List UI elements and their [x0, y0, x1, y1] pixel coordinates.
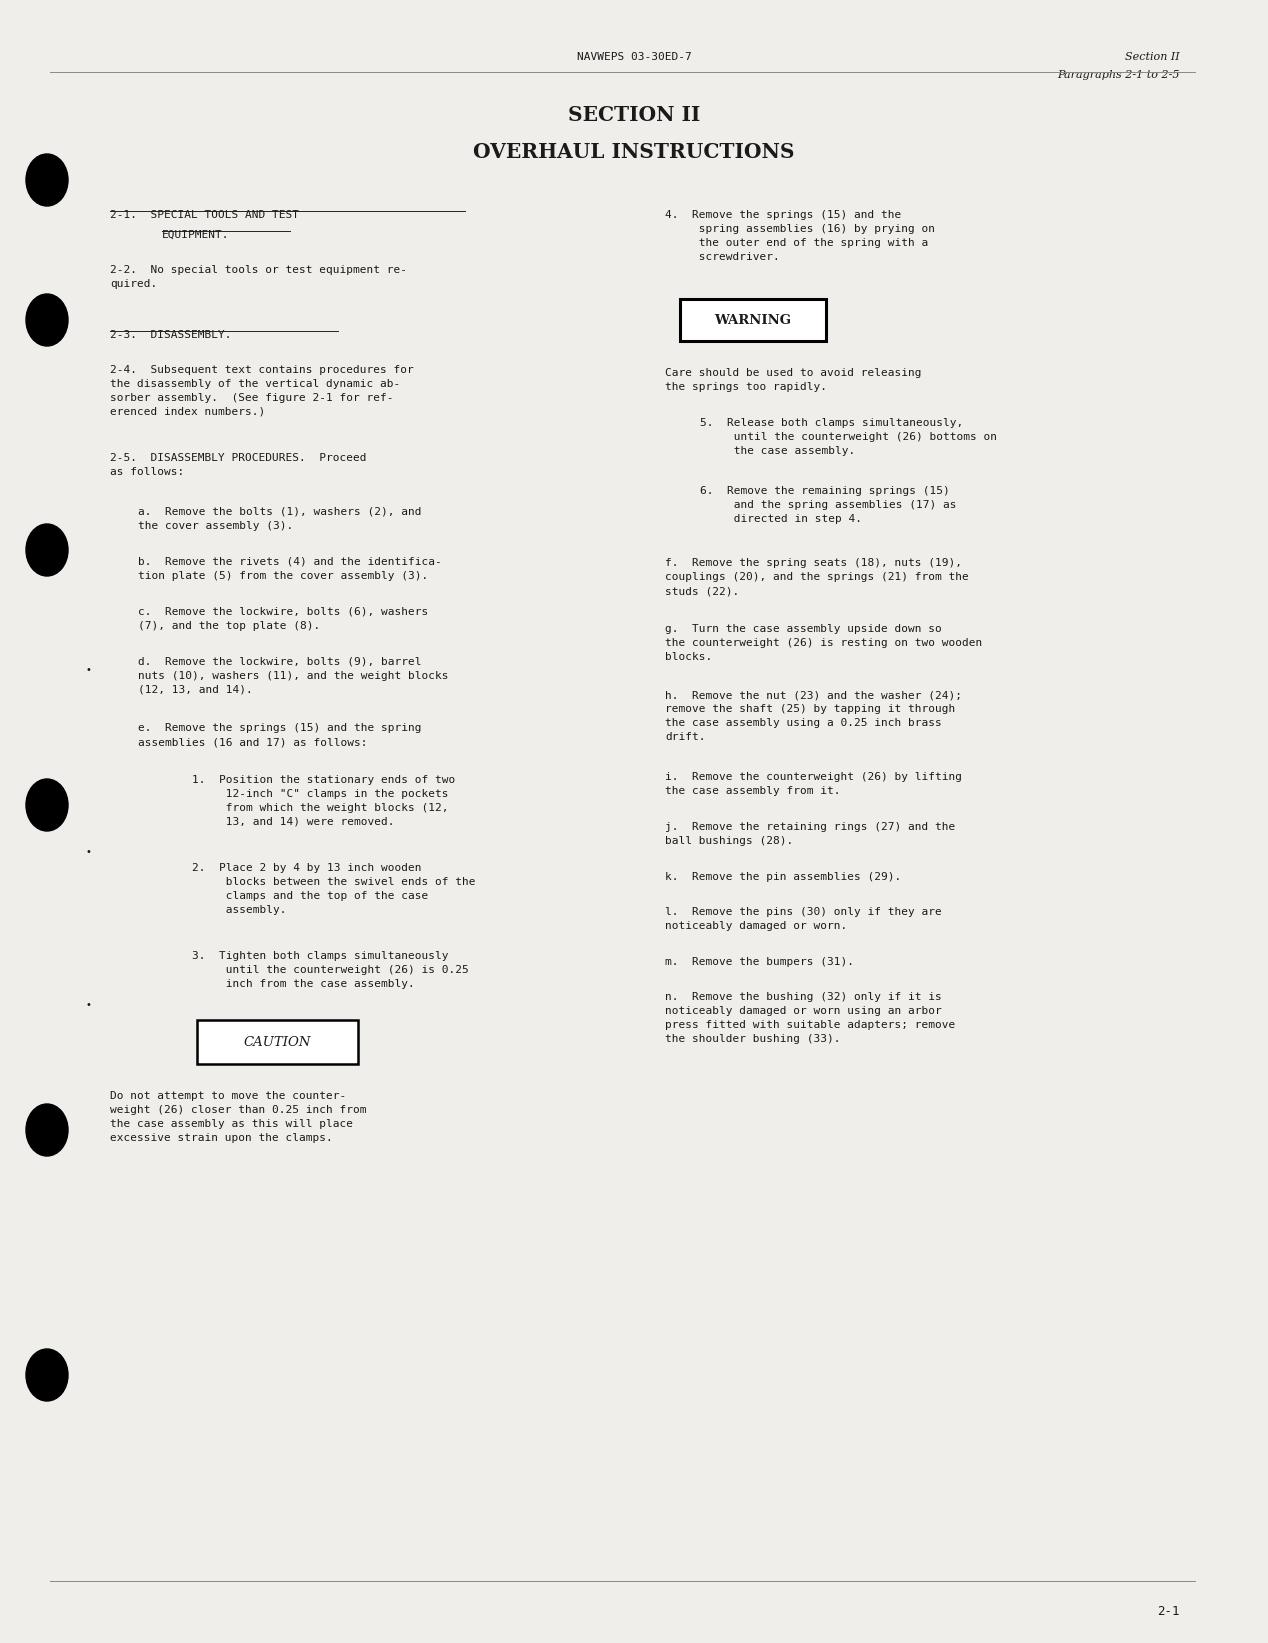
Text: 2-4.  Subsequent text contains procedures for
the disassembly of the vertical dy: 2-4. Subsequent text contains procedures… [110, 365, 413, 417]
Text: 2-1.  SPECIAL TOOLS AND TEST: 2-1. SPECIAL TOOLS AND TEST [110, 210, 299, 220]
Text: 2.  Place 2 by 4 by 13 inch wooden
     blocks between the swivel ends of the
  : 2. Place 2 by 4 by 13 inch wooden blocks… [191, 863, 476, 915]
Text: h.  Remove the nut (23) and the washer (24);
remove the shaft (25) by tapping it: h. Remove the nut (23) and the washer (2… [664, 690, 962, 743]
Text: b.  Remove the rivets (4) and the identifica-
tion plate (5) from the cover asse: b. Remove the rivets (4) and the identif… [138, 557, 441, 582]
Text: c.  Remove the lockwire, bolts (6), washers
(7), and the top plate (8).: c. Remove the lockwire, bolts (6), washe… [138, 606, 429, 631]
Text: CAUTION: CAUTION [243, 1035, 311, 1048]
Text: a.  Remove the bolts (1), washers (2), and
the cover assembly (3).: a. Remove the bolts (1), washers (2), an… [138, 508, 421, 531]
Text: 4.  Remove the springs (15) and the
     spring assemblies (16) by prying on
   : 4. Remove the springs (15) and the sprin… [664, 210, 935, 261]
Text: Section II: Section II [1126, 53, 1181, 62]
Ellipse shape [27, 294, 68, 347]
Text: Paragraphs 2-1 to 2-5: Paragraphs 2-1 to 2-5 [1058, 71, 1181, 81]
Text: 1.  Position the stationary ends of two
     12-inch "C" clamps in the pockets
 : 1. Position the stationary ends of two 1… [191, 775, 455, 826]
Text: 2-1: 2-1 [1158, 1605, 1181, 1618]
Text: •: • [85, 665, 91, 675]
Text: 5.  Release both clamps simultaneously,
     until the counterweight (26) bottom: 5. Release both clamps simultaneously, u… [700, 417, 997, 457]
Text: n.  Remove the bushing (32) only if it is
noticeably damaged or worn using an ar: n. Remove the bushing (32) only if it is… [664, 992, 955, 1043]
Text: WARNING: WARNING [714, 314, 791, 327]
Ellipse shape [27, 1349, 68, 1401]
Ellipse shape [27, 1104, 68, 1157]
Text: 6.  Remove the remaining springs (15)
     and the spring assemblies (17) as
   : 6. Remove the remaining springs (15) and… [700, 486, 956, 524]
Ellipse shape [27, 154, 68, 205]
FancyBboxPatch shape [197, 1020, 358, 1065]
Text: SECTION II: SECTION II [568, 105, 700, 125]
Text: k.  Remove the pin assemblies (29).: k. Remove the pin assemblies (29). [664, 872, 902, 882]
Text: 3.  Tighten both clamps simultaneously
     until the counterweight (26) is 0.25: 3. Tighten both clamps simultaneously un… [191, 951, 469, 989]
Text: j.  Remove the retaining rings (27) and the
ball bushings (28).: j. Remove the retaining rings (27) and t… [664, 822, 955, 846]
FancyBboxPatch shape [680, 299, 825, 342]
Text: 2-5.  DISASSEMBLY PROCEDURES.  Proceed
as follows:: 2-5. DISASSEMBLY PROCEDURES. Proceed as … [110, 453, 366, 476]
Text: m.  Remove the bumpers (31).: m. Remove the bumpers (31). [664, 956, 855, 968]
Text: NAVWEPS 03-30ED-7: NAVWEPS 03-30ED-7 [577, 53, 691, 62]
Text: •: • [85, 848, 91, 858]
Text: EQUIPMENT.: EQUIPMENT. [162, 230, 230, 240]
Text: l.  Remove the pins (30) only if they are
noticeably damaged or worn.: l. Remove the pins (30) only if they are… [664, 907, 942, 932]
Text: f.  Remove the spring seats (18), nuts (19),
couplings (20), and the springs (21: f. Remove the spring seats (18), nuts (1… [664, 559, 969, 596]
Ellipse shape [27, 524, 68, 577]
Text: i.  Remove the counterweight (26) by lifting
the case assembly from it.: i. Remove the counterweight (26) by lift… [664, 772, 962, 795]
Text: OVERHAUL INSTRUCTIONS: OVERHAUL INSTRUCTIONS [473, 141, 795, 163]
Text: 2-2.  No special tools or test equipment re-
quired.: 2-2. No special tools or test equipment … [110, 265, 407, 289]
Text: e.  Remove the springs (15) and the spring
assemblies (16 and 17) as follows:: e. Remove the springs (15) and the sprin… [138, 723, 421, 748]
Ellipse shape [27, 779, 68, 831]
Text: Care should be used to avoid releasing
the springs too rapidly.: Care should be used to avoid releasing t… [664, 368, 922, 393]
Text: •: • [85, 1001, 91, 1010]
Text: 2-3.  DISASSEMBLY.: 2-3. DISASSEMBLY. [110, 330, 232, 340]
Text: g.  Turn the case assembly upside down so
the counterweight (26) is resting on t: g. Turn the case assembly upside down so… [664, 624, 983, 662]
Text: d.  Remove the lockwire, bolts (9), barrel
nuts (10), washers (11), and the weig: d. Remove the lockwire, bolts (9), barre… [138, 657, 449, 695]
Text: Do not attempt to move the counter-
weight (26) closer than 0.25 inch from
the c: Do not attempt to move the counter- weig… [110, 1091, 366, 1144]
